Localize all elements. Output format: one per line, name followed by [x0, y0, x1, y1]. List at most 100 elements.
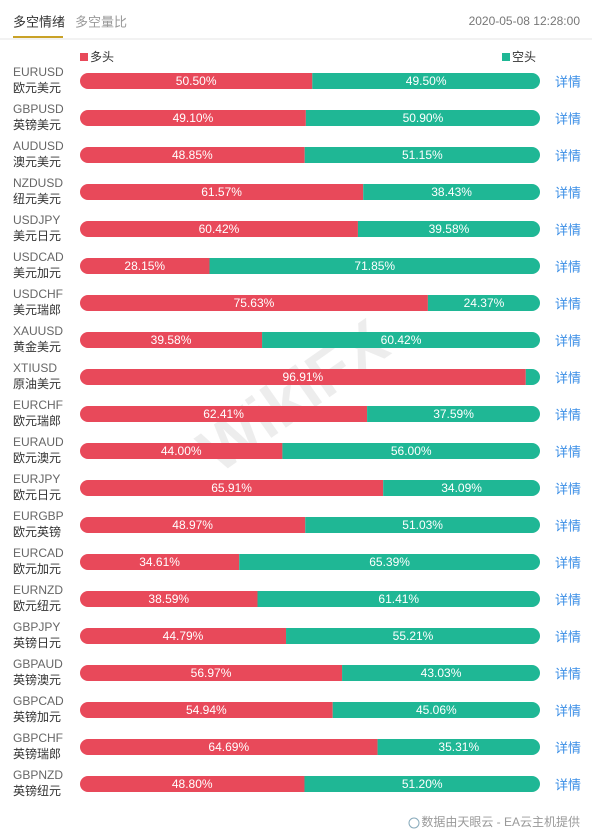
category-name: 原油美元	[13, 377, 61, 391]
bar-segment	[80, 73, 313, 89]
value-label: 50.50%	[176, 74, 217, 88]
bar-segment	[239, 554, 540, 570]
category-code: XAUUSD	[13, 324, 63, 338]
bar-segment	[367, 406, 540, 422]
value-label: 48.85%	[172, 148, 213, 162]
footer-text: 数据由天眼云 - EA云主机提供	[421, 814, 580, 829]
value-label: 39.58%	[429, 222, 470, 236]
detail-link[interactable]: 详情	[555, 370, 581, 385]
detail-link[interactable]: 详情	[555, 592, 581, 607]
category-name: 美元瑞郎	[13, 303, 61, 317]
bar-segment	[80, 443, 283, 459]
legend-swatch	[502, 53, 510, 61]
category-name: 欧元加元	[13, 562, 61, 576]
category-name: 英镑澳元	[13, 672, 61, 687]
bar-segment	[80, 369, 526, 385]
category-name: 美元加元	[13, 266, 61, 280]
category-name: 英镑美元	[13, 117, 61, 132]
detail-link[interactable]: 详情	[555, 777, 581, 792]
bar-segment	[357, 221, 540, 237]
detail-link[interactable]: 详情	[555, 666, 581, 681]
detail-link[interactable]: 详情	[555, 407, 581, 422]
bar-row	[80, 665, 540, 681]
value-label: 28.15%	[124, 259, 165, 273]
detail-link[interactable]: 详情	[555, 629, 581, 644]
value-label: 61.41%	[378, 592, 419, 606]
category-name: 澳元美元	[13, 155, 61, 169]
bar-row	[80, 184, 540, 200]
category-name: 欧元英镑	[13, 524, 61, 539]
category-code: GBPCHF	[13, 731, 63, 745]
detail-link[interactable]: 详情	[555, 111, 581, 126]
category-code: AUDUSD	[13, 139, 64, 153]
tab-active[interactable]: 多空情绪	[13, 14, 65, 29]
category-code: GBPCAD	[13, 694, 64, 708]
bar-row	[80, 591, 540, 607]
bar-segment	[80, 184, 364, 200]
bar-row	[80, 480, 540, 496]
bar-segment	[304, 776, 540, 792]
bar-row	[80, 147, 540, 163]
bar-row	[80, 628, 540, 644]
category-code: GBPNZD	[13, 768, 63, 782]
bar-segment	[80, 147, 305, 163]
value-label: 24.37%	[464, 296, 505, 310]
bar-segment	[80, 258, 210, 274]
value-label: 37.59%	[433, 407, 474, 421]
bar-segment	[80, 554, 240, 570]
bar-segment	[80, 332, 263, 348]
value-label: 51.03%	[402, 518, 443, 532]
bar-segment	[209, 258, 540, 274]
bar-row	[80, 332, 540, 348]
value-label: 71.85%	[354, 259, 395, 273]
category-code: USDJPY	[13, 213, 60, 227]
detail-link[interactable]: 详情	[555, 518, 581, 533]
detail-link[interactable]: 详情	[555, 222, 581, 237]
bar-segment	[377, 739, 540, 755]
detail-link[interactable]: 详情	[555, 703, 581, 718]
bar-segment	[80, 702, 333, 718]
footer: 数据由天眼云 - EA云主机提供	[408, 814, 580, 829]
bar-row	[80, 776, 540, 792]
category-code: GBPJPY	[13, 620, 60, 634]
bar-row	[80, 110, 540, 126]
value-label: 48.97%	[172, 518, 213, 532]
category-name: 英镑瑞郎	[13, 746, 61, 761]
detail-link[interactable]: 详情	[555, 185, 581, 200]
value-label: 64.69%	[208, 740, 249, 754]
category-code: USDCAD	[13, 250, 64, 264]
detail-link[interactable]: 详情	[555, 333, 581, 348]
legend-label: 多头	[90, 50, 114, 64]
value-label: 43.03%	[421, 666, 462, 680]
category-code: EURCHF	[13, 398, 63, 412]
detail-link[interactable]: 详情	[555, 296, 581, 311]
category-code: GBPUSD	[13, 102, 64, 116]
value-label: 48.80%	[172, 777, 213, 791]
value-label: 34.09%	[441, 481, 482, 495]
bar-segment	[80, 406, 368, 422]
value-label: 65.91%	[211, 481, 252, 495]
tab[interactable]: 多空量比	[75, 14, 127, 29]
value-label: 51.20%	[402, 777, 443, 791]
value-label: 56.97%	[191, 666, 232, 680]
bar-row	[80, 739, 540, 755]
bar-segment	[80, 295, 428, 311]
bar-segment	[80, 110, 306, 126]
detail-link[interactable]: 详情	[555, 148, 581, 163]
detail-link[interactable]: 详情	[555, 259, 581, 274]
category-name: 美元日元	[13, 229, 61, 243]
detail-link[interactable]: 详情	[555, 444, 581, 459]
bar-segment	[257, 591, 540, 607]
value-label: 35.31%	[438, 740, 479, 754]
value-label: 96.91%	[283, 370, 324, 384]
value-label: 38.59%	[148, 592, 189, 606]
category-name: 欧元纽元	[13, 599, 61, 613]
detail-link[interactable]: 详情	[555, 481, 581, 496]
detail-link[interactable]: 详情	[555, 74, 581, 89]
detail-link[interactable]: 详情	[555, 740, 581, 755]
detail-link[interactable]: 详情	[555, 555, 581, 570]
value-label: 56.00%	[391, 444, 432, 458]
bar-row	[80, 369, 540, 385]
bar-segment	[80, 739, 378, 755]
